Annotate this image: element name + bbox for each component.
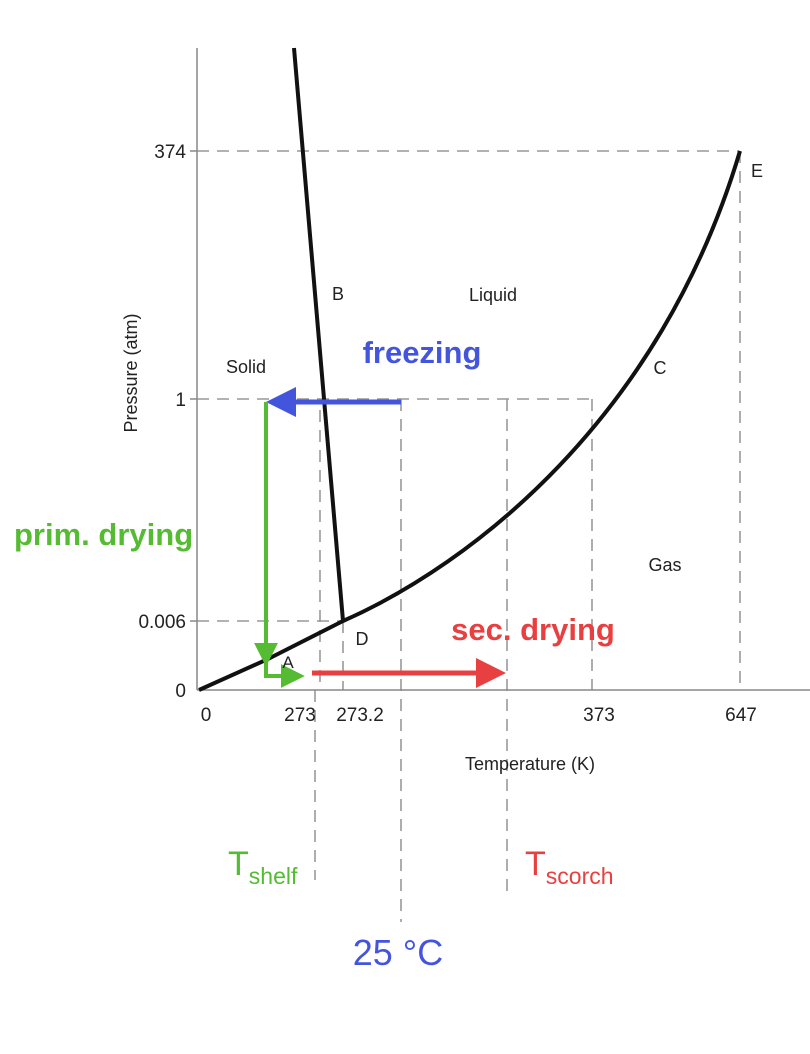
t-scorch-label: Tscorch: [525, 845, 614, 889]
solid-liquid-curve: [292, 47, 345, 622]
point-b-label: B: [332, 284, 344, 304]
t-shelf-label: Tshelf: [228, 845, 298, 889]
point-a-label: A: [282, 653, 294, 672]
y-tick-374: 374: [154, 142, 186, 163]
t-scorch-sub: scorch: [546, 863, 614, 889]
x-tick-273: 273: [284, 705, 316, 726]
primary-drying-step-arrow: [264, 662, 305, 688]
y-tick-1: 1: [175, 390, 186, 411]
primary-drying-label: prim. drying: [14, 517, 193, 552]
reference-lines: [197, 150, 741, 922]
region-liquid-label: Liquid: [469, 285, 517, 305]
x-tick-373: 373: [583, 705, 615, 726]
region-solid-label: Solid: [226, 357, 266, 377]
y-tick-0: 0: [175, 681, 186, 702]
point-c-label: C: [654, 358, 667, 378]
secondary-drying-label: sec. drying: [451, 612, 615, 647]
t-shelf-sub: shelf: [249, 863, 298, 889]
point-e-label: E: [751, 161, 763, 181]
point-d-label: D: [356, 629, 369, 649]
region-gas-label: Gas: [648, 555, 681, 575]
t-shelf-main: T: [228, 845, 249, 883]
solid-gas-curve: [198, 619, 344, 692]
x-tick-0: 0: [201, 705, 212, 726]
x-axis-title: Temperature (K): [465, 754, 595, 774]
t-scorch-main: T: [525, 845, 546, 883]
freezing-label: freezing: [363, 335, 482, 370]
y-axis-ticks: [190, 150, 197, 622]
x-tick-647: 647: [725, 705, 757, 726]
x-tick-2732: 273.2: [336, 705, 384, 726]
y-tick-0006: 0.006: [138, 612, 186, 633]
room-temp-label: 25 °C: [353, 932, 443, 973]
liquid-gas-curve: [342, 150, 742, 623]
y-axis-title: Pressure (atm): [121, 313, 141, 432]
